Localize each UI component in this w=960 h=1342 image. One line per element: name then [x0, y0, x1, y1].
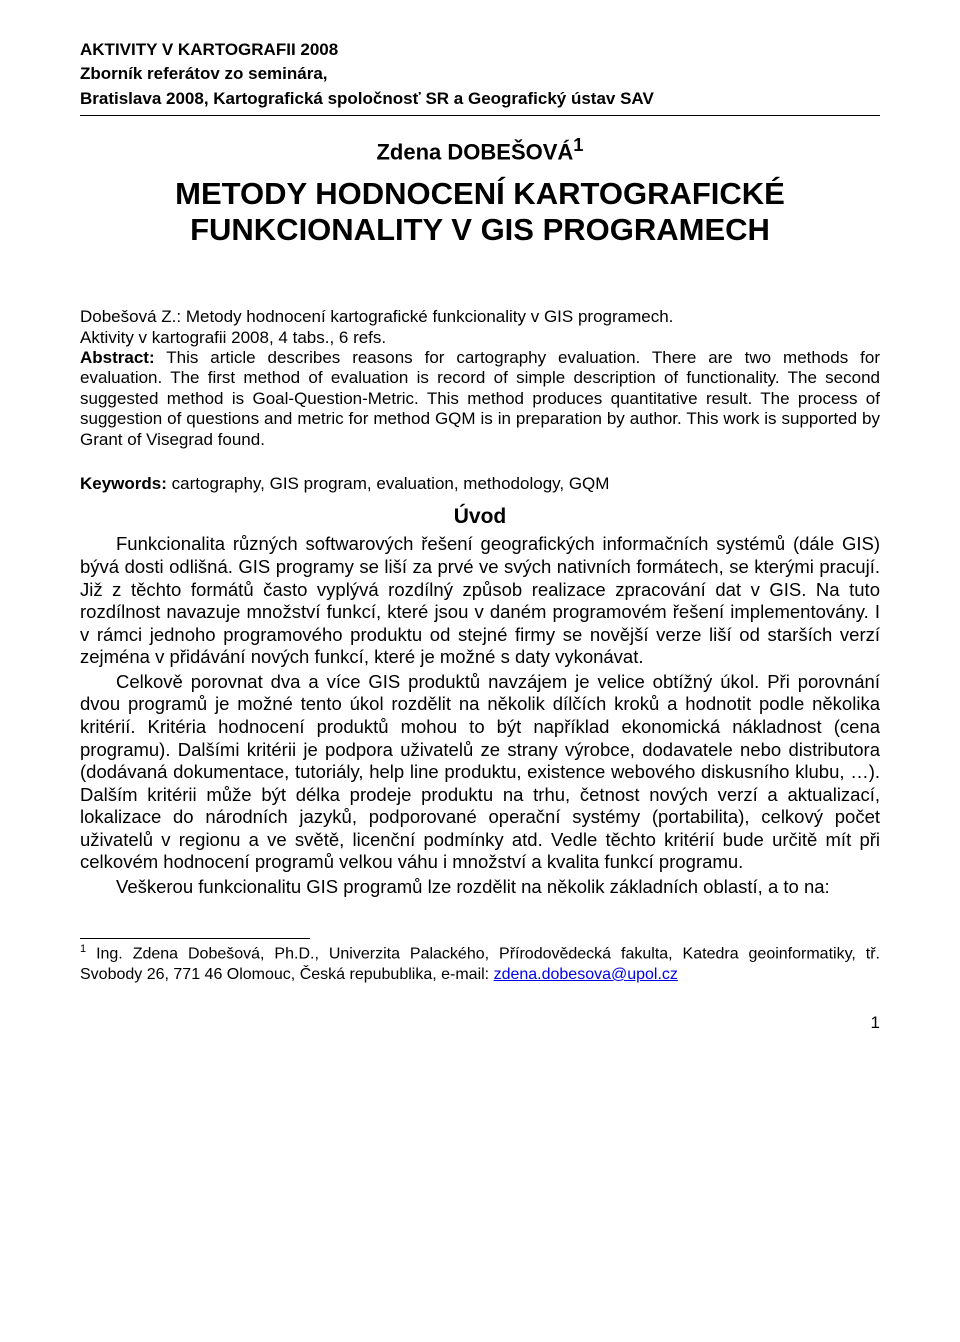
author-footnote-ref: 1 [573, 134, 583, 155]
title-line-1: METODY HODNOCENÍ KARTOGRAFICKÉ [175, 176, 785, 211]
header-rule [80, 115, 880, 116]
body-paragraph-2: Celkově porovnat dva a více GIS produktů… [80, 671, 880, 874]
footnote-email-link[interactable]: zdena.dobesova@upol.cz [494, 966, 678, 983]
footnote-separator [80, 938, 310, 939]
abstract-citation: Dobešová Z.: Metody hodnocení kartografi… [80, 307, 880, 327]
paper-title: METODY HODNOCENÍ KARTOGRAFICKÉ FUNKCIONA… [80, 176, 880, 247]
author-name: Zdena DOBEŠOVÁ1 [80, 134, 880, 166]
header-line-1: AKTIVITY V KARTOGRAFII 2008 [80, 40, 880, 60]
body-paragraph-1: Funkcionalita různých softwarových řešen… [80, 533, 880, 668]
keywords-label: Keywords: [80, 474, 167, 493]
title-line-2: FUNKCIONALITY V GIS PROGRAMECH [190, 212, 770, 247]
footnote-text: Ing. Zdena Dobešová, Ph.D., Univerzita P… [80, 946, 880, 983]
body-paragraph-3: Veškerou funkcionalitu GIS programů lze … [80, 876, 880, 899]
header-line-3: Bratislava 2008, Kartografická spoločnos… [80, 89, 880, 109]
footnote-1: 1 Ing. Zdena Dobešová, Ph.D., Univerzita… [80, 943, 880, 984]
page-number: 1 [80, 1013, 880, 1033]
abstract-refs-line: Aktivity v kartografii 2008, 4 tabs., 6 … [80, 328, 880, 348]
keywords-text: cartography, GIS program, evaluation, me… [167, 474, 610, 493]
keywords-line: Keywords: cartography, GIS program, eval… [80, 474, 880, 494]
author-text: Zdena DOBEŠOVÁ [376, 140, 573, 165]
abstract-label: Abstract: [80, 348, 155, 367]
abstract-paragraph: Abstract: This article describes reasons… [80, 348, 880, 450]
header-line-2: Zborník referátov zo seminára, [80, 64, 880, 84]
abstract-text: This article describes reasons for carto… [80, 348, 880, 449]
section-heading-uvod: Úvod [80, 504, 880, 529]
